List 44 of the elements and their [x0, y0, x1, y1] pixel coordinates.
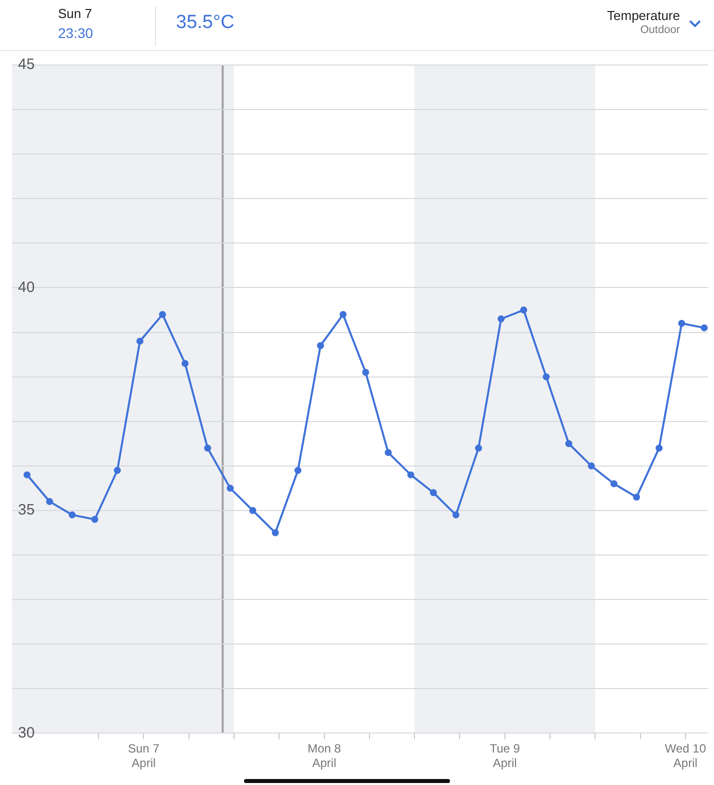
point — [656, 444, 663, 452]
x-tick-label: Mon 8 April — [308, 742, 342, 770]
y-tick-label: 45 — [18, 56, 35, 74]
point — [610, 480, 618, 488]
x-tick-label: Tue 9 April — [490, 742, 520, 770]
point — [520, 306, 528, 314]
point — [272, 529, 279, 536]
y-tick-label: 35 — [18, 502, 35, 519]
point — [204, 444, 212, 452]
point — [46, 498, 54, 506]
point — [294, 466, 302, 474]
point — [700, 324, 708, 332]
text: 35.5°C — [176, 12, 234, 34]
chart-title: Temperature — [607, 8, 680, 23]
text: Sun 7 — [58, 6, 92, 21]
text: 23:30 — [58, 25, 94, 41]
chart-subtitle: Outdoor — [640, 24, 680, 36]
point — [317, 342, 324, 350]
point — [24, 471, 31, 478]
y-tick-label: 30 — [18, 724, 35, 742]
x-tick-label: Wed 10 April — [664, 742, 706, 770]
point — [68, 511, 76, 518]
point — [136, 338, 144, 345]
point — [340, 310, 347, 318]
point — [633, 494, 640, 501]
point — [542, 373, 550, 380]
point — [498, 315, 505, 322]
point — [182, 360, 189, 367]
y-tick-label: 40 — [18, 278, 35, 296]
point — [475, 444, 482, 452]
point — [114, 466, 121, 474]
point — [91, 516, 98, 523]
point — [588, 462, 595, 470]
point — [430, 489, 437, 496]
point — [226, 484, 234, 492]
point — [249, 506, 256, 514]
point — [407, 471, 414, 478]
point — [678, 320, 686, 327]
point — [158, 310, 166, 318]
point — [565, 440, 572, 448]
point — [452, 511, 460, 518]
point — [384, 449, 392, 456]
x-tick-label: Sun 7 April — [128, 742, 160, 770]
point — [362, 368, 370, 376]
